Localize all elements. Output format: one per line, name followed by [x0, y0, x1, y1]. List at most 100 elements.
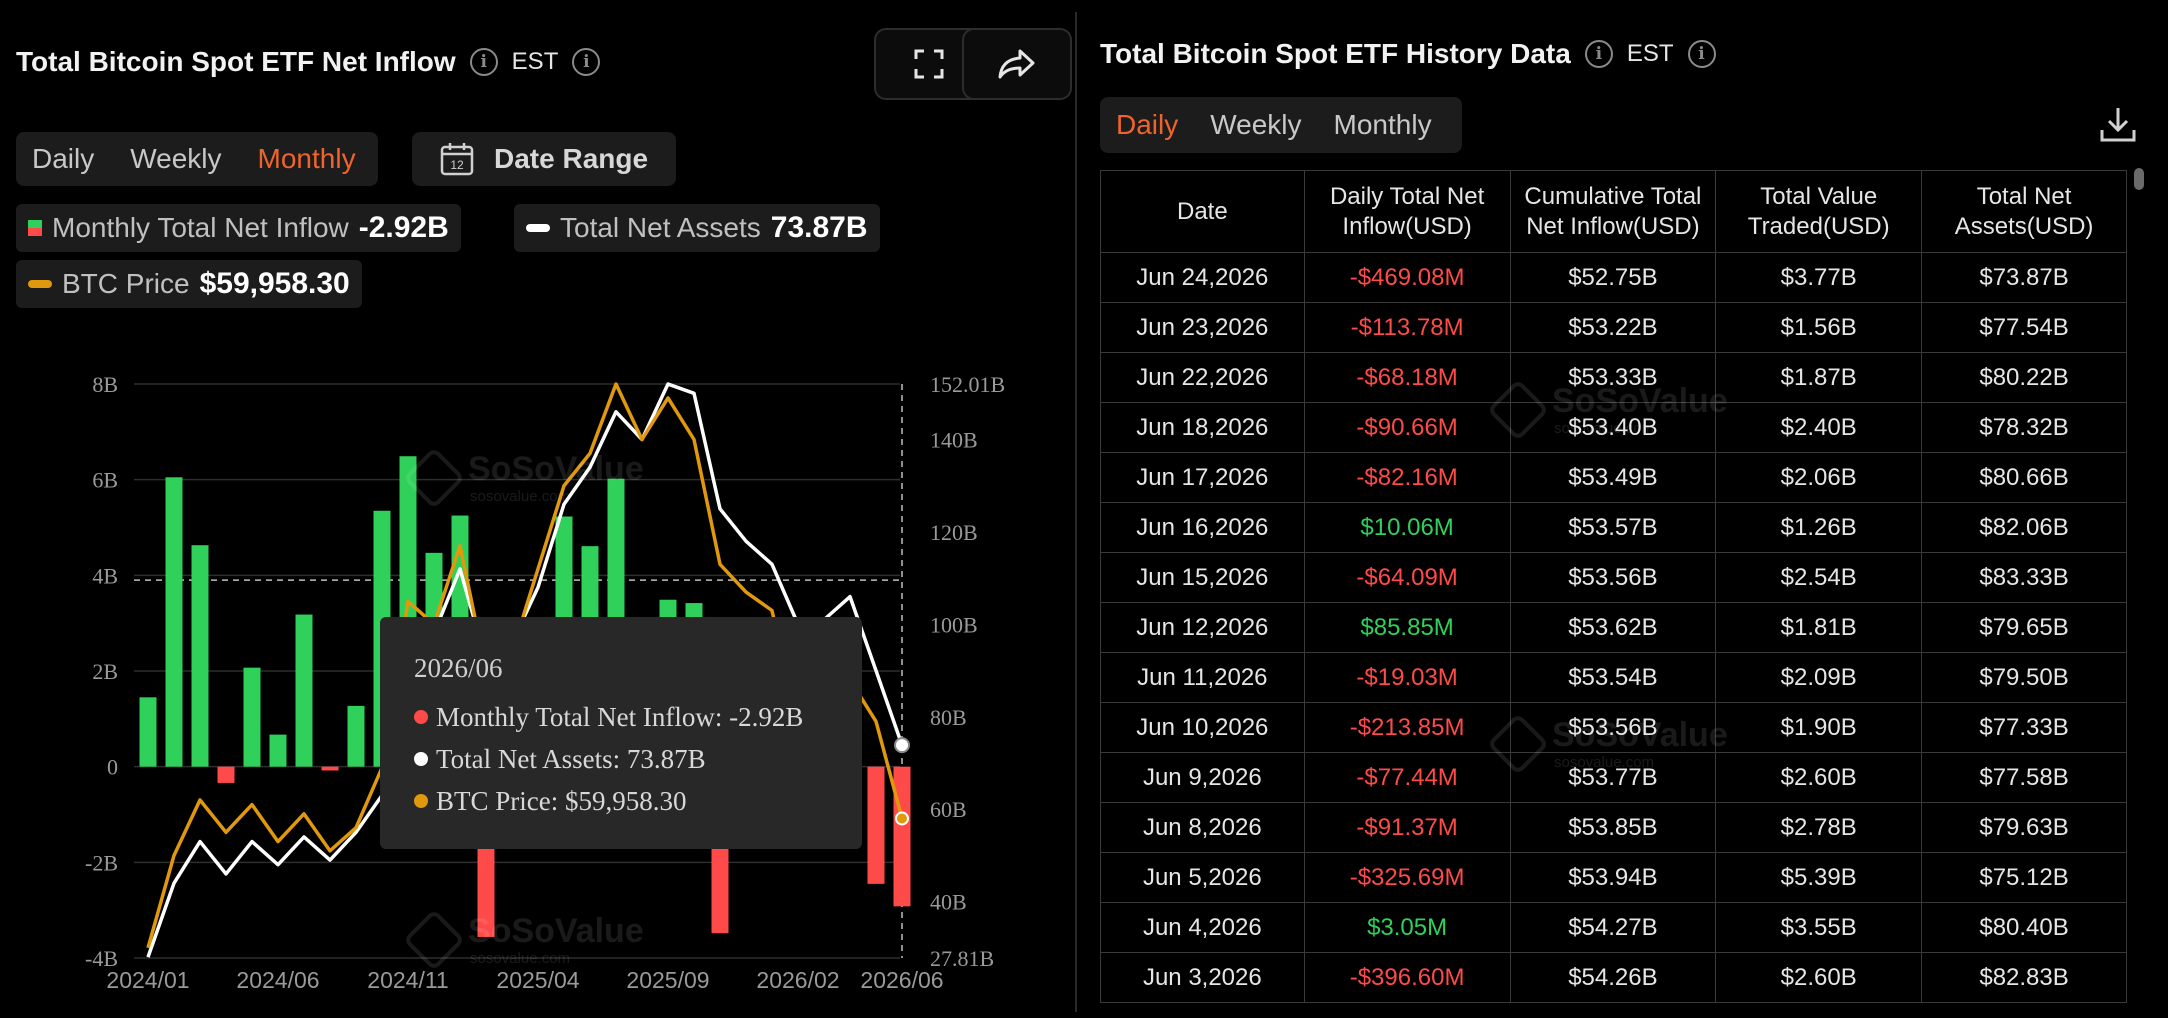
timezone-info-icon[interactable]: i: [572, 48, 601, 76]
cell-date: Jun 15,2026: [1100, 552, 1305, 603]
cell-total-traded: $1.81B: [1715, 602, 1923, 653]
legend-net-assets[interactable]: Total Net Assets 73.87B: [514, 204, 880, 252]
cell-total-assets: $83.33B: [1921, 552, 2127, 603]
info-icon[interactable]: i: [1584, 40, 1613, 68]
legend-assets-value: 73.87B: [770, 211, 868, 244]
table-row[interactable]: Jun 3,2026 -$396.60M $54.26B $2.60B $82.83B: [1100, 952, 2127, 1003]
cell-daily-inflow: -$82.16M: [1303, 452, 1511, 503]
x-axis-tick: 2026/06: [860, 967, 943, 993]
legend-btc-price[interactable]: BTC Price $59,958.30: [16, 260, 362, 308]
date-range-button[interactable]: 12 Date Range: [412, 132, 676, 186]
share-icon: [998, 49, 1035, 79]
left-axis-tick: -4B: [85, 946, 118, 971]
right-axis-tick: 140B: [930, 428, 978, 453]
history-tab-daily[interactable]: Daily: [1116, 109, 1179, 140]
table-row[interactable]: Jun 11,2026 -$19.03M $53.54B $2.09B $79.50B: [1100, 652, 2127, 703]
tab-weekly[interactable]: Weekly: [130, 143, 222, 174]
history-tab-monthly[interactable]: Monthly: [1333, 109, 1432, 140]
cell-total-traded: $2.60B: [1715, 752, 1923, 803]
col-cumulative-inflow[interactable]: Cumulative Total Net Inflow(USD): [1509, 170, 1717, 253]
col-total-assets[interactable]: Total Net Assets(USD): [1921, 170, 2127, 253]
table-row[interactable]: Jun 22,2026 -$68.18M $53.33B $1.87B $80.22B: [1100, 352, 2127, 403]
table-row[interactable]: Jun 23,2026 -$113.78M $53.22B $1.56B $77.54B: [1100, 302, 2127, 353]
table-row[interactable]: Jun 16,2026 $10.06M $53.57B $1.26B $82.06B: [1100, 502, 2127, 553]
history-timezone-label: EST: [1626, 40, 1674, 67]
tab-monthly[interactable]: Monthly: [257, 143, 356, 174]
cell-date: Jun 12,2026: [1100, 602, 1305, 653]
cell-cumulative-inflow: $53.57B: [1509, 502, 1717, 553]
inflow-bar: [191, 545, 209, 767]
x-axis-tick: 2025/04: [496, 967, 579, 993]
cell-cumulative-inflow: $53.22B: [1509, 302, 1717, 353]
inflow-bar: [893, 766, 911, 907]
table-row[interactable]: Jun 17,2026 -$82.16M $53.49B $2.06B $80.66B: [1100, 452, 2127, 503]
legend-btc-label: BTC Price: [62, 268, 190, 299]
legend-inflow-value: -2.92B: [358, 211, 449, 244]
date-range-label: Date Range: [494, 143, 649, 174]
table-row[interactable]: Jun 15,2026 -$64.09M $53.56B $2.54B $83.33B: [1100, 552, 2127, 603]
col-daily-inflow[interactable]: Daily Total Net Inflow(USD): [1303, 170, 1511, 253]
cell-date: Jun 9,2026: [1100, 752, 1305, 803]
inflow-bar: [243, 667, 261, 767]
share-button[interactable]: [962, 28, 1072, 100]
table-row[interactable]: Jun 12,2026 $85.85M $53.62B $1.81B $79.65B: [1100, 602, 2127, 653]
cell-cumulative-inflow: $53.62B: [1509, 602, 1717, 653]
tooltip-inflow: Monthly Total Net Inflow: -2.92B: [436, 701, 804, 732]
cell-cumulative-inflow: $53.33B: [1509, 352, 1717, 403]
cell-daily-inflow: -$64.09M: [1303, 552, 1511, 603]
cell-daily-inflow: -$19.03M: [1303, 652, 1511, 703]
left-axis-tick: 8B: [92, 372, 118, 397]
chart-title: Total Bitcoin Spot ETF Net Inflow: [16, 46, 456, 77]
orange-dot-icon: [414, 794, 428, 808]
cell-daily-inflow: -$469.08M: [1303, 252, 1511, 303]
timezone-info-icon[interactable]: i: [1687, 40, 1716, 68]
cell-date: Jun 17,2026: [1100, 452, 1305, 503]
download-icon[interactable]: [2098, 104, 2138, 144]
cell-total-traded: $2.60B: [1715, 952, 1923, 1003]
red-dot-icon: [414, 710, 428, 724]
table-row[interactable]: Jun 8,2026 -$91.37M $53.85B $2.78B $79.63B: [1100, 802, 2127, 853]
cell-total-assets: $79.63B: [1921, 802, 2127, 853]
left-axis-tick: 0: [107, 755, 118, 780]
inflow-bar: [269, 734, 287, 767]
inflow-bar: [321, 766, 339, 771]
cell-total-traded: $1.56B: [1715, 302, 1923, 353]
x-axis-tick: 2024/11: [367, 967, 448, 993]
cell-daily-inflow: $3.05M: [1303, 902, 1511, 953]
cell-total-assets: $80.22B: [1921, 352, 2127, 403]
chart-tooltip: 2026/06 Monthly Total Net Inflow: -2.92B…: [380, 617, 862, 849]
cell-total-traded: $2.78B: [1715, 802, 1923, 853]
history-tab-weekly[interactable]: Weekly: [1210, 109, 1302, 140]
info-icon[interactable]: i: [469, 48, 498, 76]
table-header-row: Date Daily Total Net Inflow(USD) Cumulat…: [1100, 170, 2127, 253]
table-scrollbar[interactable]: [2134, 168, 2144, 190]
cell-date: Jun 8,2026: [1100, 802, 1305, 853]
table-row[interactable]: Jun 24,2026 -$469.08M $52.75B $3.77B $73.87B: [1100, 252, 2127, 303]
watermark-sub: sosovalue.com: [470, 950, 571, 967]
cell-cumulative-inflow: $53.77B: [1509, 752, 1717, 803]
tooltip-date: 2026/06: [414, 653, 503, 683]
cell-total-traded: $2.54B: [1715, 552, 1923, 603]
inflow-bar: [347, 705, 365, 767]
col-date[interactable]: Date: [1100, 170, 1305, 253]
x-axis-tick: 2024/01: [106, 967, 189, 993]
x-axis-tick: 2026/02: [756, 967, 839, 993]
cell-total-traded: $2.09B: [1715, 652, 1923, 703]
watermark-sub: sosovalue.com: [1554, 420, 1655, 437]
watermark: SoSoValue: [1552, 382, 1728, 420]
tab-daily[interactable]: Daily: [32, 143, 95, 174]
cell-total-traded: $3.77B: [1715, 252, 1923, 303]
table-row[interactable]: Jun 10,2026 -$213.85M $53.56B $1.90B $77.33B: [1100, 702, 2127, 753]
table-row[interactable]: Jun 4,2026 $3.05M $54.27B $3.55B $80.40B: [1100, 902, 2127, 953]
legend-net-inflow[interactable]: Monthly Total Net Inflow -2.92B: [16, 204, 461, 252]
cell-date: Jun 11,2026: [1100, 652, 1305, 703]
tooltip-btc-row: BTC Price: $59,958.30: [414, 780, 862, 822]
inflow-bar: [867, 766, 885, 884]
col-total-traded[interactable]: Total Value Traded(USD): [1715, 170, 1923, 253]
cell-daily-inflow: -$213.85M: [1303, 702, 1511, 753]
table-row[interactable]: Jun 9,2026 -$77.44M $53.77B $2.60B $77.58B: [1100, 752, 2127, 803]
cell-date: Jun 22,2026: [1100, 352, 1305, 403]
inflow-bar: [165, 477, 183, 767]
cell-cumulative-inflow: $53.85B: [1509, 802, 1717, 853]
table-row[interactable]: Jun 5,2026 -$325.69M $53.94B $5.39B $75.12B: [1100, 852, 2127, 903]
